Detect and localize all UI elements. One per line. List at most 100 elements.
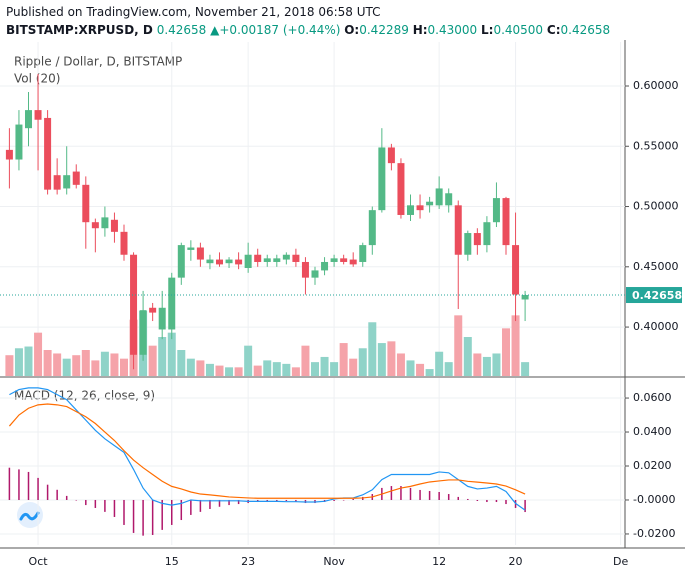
histogram-bar bbox=[27, 471, 30, 500]
histogram-bar bbox=[228, 499, 230, 506]
macd-legend: MACD (12, 26, close, 9) bbox=[14, 389, 155, 403]
candle-body bbox=[359, 245, 367, 262]
change: +0.00187 (+0.44%) bbox=[219, 23, 341, 37]
histogram-bar bbox=[37, 477, 39, 500]
histogram-bar bbox=[85, 499, 87, 506]
arrow: ▲ bbox=[210, 23, 220, 37]
macd-pane bbox=[0, 378, 625, 545]
candle-body bbox=[292, 254, 300, 262]
histogram-bar bbox=[486, 499, 488, 503]
volume-bar bbox=[482, 356, 491, 376]
volume-bar bbox=[454, 315, 463, 376]
y-tick-label: 0.0600 bbox=[633, 391, 672, 404]
histogram-bar bbox=[447, 494, 450, 500]
volume-bar bbox=[24, 346, 33, 376]
histogram-bar bbox=[352, 498, 354, 500]
volume-bar bbox=[177, 350, 186, 376]
volume-bar bbox=[14, 348, 23, 376]
volume-legend: Vol (20) bbox=[14, 72, 60, 86]
candle-body bbox=[330, 258, 338, 262]
candle-body bbox=[492, 198, 500, 223]
symbol-legend: Ripple / Dollar, D, BITSTAMP bbox=[14, 55, 182, 69]
histogram-bar bbox=[65, 495, 68, 500]
candle-body bbox=[273, 258, 281, 262]
h-label: H: bbox=[412, 23, 428, 37]
volume-bar bbox=[100, 351, 109, 376]
candle-body bbox=[15, 124, 23, 160]
histogram-bar bbox=[151, 499, 154, 535]
y-tick-label: 0.0200 bbox=[633, 459, 672, 472]
last: 0.42658 bbox=[156, 23, 207, 37]
candle-body bbox=[512, 245, 520, 295]
histogram-bar bbox=[400, 486, 402, 500]
volume-bar bbox=[339, 343, 348, 376]
volume-bar bbox=[282, 363, 291, 376]
histogram-bar bbox=[190, 499, 192, 515]
candle-body bbox=[397, 163, 405, 215]
histogram-bar bbox=[419, 489, 421, 500]
candle-body bbox=[72, 171, 80, 185]
x-tick-label: 12 bbox=[432, 555, 446, 568]
candle-body bbox=[426, 201, 434, 206]
volume-bar bbox=[120, 358, 128, 376]
volume-bar bbox=[253, 365, 262, 376]
volume-bar bbox=[272, 362, 281, 376]
candle-body bbox=[216, 259, 223, 265]
volume-bar bbox=[473, 353, 482, 376]
candle-body bbox=[158, 307, 166, 330]
candle-body bbox=[254, 254, 262, 262]
candle-body bbox=[387, 147, 395, 164]
histogram-bar bbox=[342, 499, 345, 501]
volume-bar bbox=[91, 360, 100, 376]
volume-bar bbox=[349, 358, 358, 376]
candle-body bbox=[82, 184, 90, 223]
last-price-box bbox=[626, 287, 682, 304]
histogram-bar bbox=[295, 499, 297, 503]
histogram-bar bbox=[161, 499, 163, 530]
volume-bar bbox=[377, 343, 386, 376]
candle-body bbox=[340, 258, 348, 262]
histogram-bar bbox=[276, 499, 278, 501]
low: 0.40500 bbox=[493, 23, 544, 37]
volume-bar bbox=[311, 362, 319, 376]
volume-bar bbox=[416, 363, 425, 376]
volume-bar bbox=[62, 358, 71, 376]
volume-bar bbox=[425, 369, 434, 376]
candle-body bbox=[110, 219, 118, 232]
histogram-bar bbox=[428, 490, 431, 500]
volume-bar bbox=[301, 345, 310, 376]
histogram-bar bbox=[409, 487, 412, 500]
candle-body bbox=[349, 259, 357, 265]
histogram-bar bbox=[390, 486, 393, 500]
histogram-bar bbox=[209, 499, 211, 509]
candle-body bbox=[25, 110, 32, 129]
histogram-bar bbox=[285, 499, 288, 501]
x-tick-label: 20 bbox=[509, 555, 523, 568]
close: 0.42658 bbox=[560, 23, 611, 37]
candle-body bbox=[368, 210, 376, 246]
candle-body bbox=[196, 247, 204, 260]
volume-bar bbox=[148, 345, 157, 376]
histogram-bar bbox=[438, 491, 440, 500]
candle-body bbox=[149, 307, 157, 313]
volume-bar bbox=[167, 332, 176, 376]
histogram-bar bbox=[113, 499, 116, 517]
volume-bar bbox=[72, 355, 81, 376]
histogram-bar bbox=[457, 496, 459, 500]
candle-body bbox=[416, 205, 424, 211]
candle-body bbox=[101, 217, 109, 229]
histogram-bar bbox=[46, 484, 49, 500]
x-tick-label: 15 bbox=[165, 555, 179, 568]
volume-bar bbox=[215, 365, 224, 376]
histogram-bar bbox=[171, 499, 173, 525]
y-tick-label: 0.50000 bbox=[633, 200, 679, 213]
histogram-bar bbox=[142, 499, 144, 536]
candle-body bbox=[321, 261, 329, 271]
candle-body bbox=[473, 233, 481, 246]
volume-bar bbox=[81, 350, 90, 376]
x-tick-label: Oct bbox=[29, 555, 49, 568]
price-pane bbox=[0, 42, 625, 376]
volume-bar bbox=[43, 350, 52, 376]
